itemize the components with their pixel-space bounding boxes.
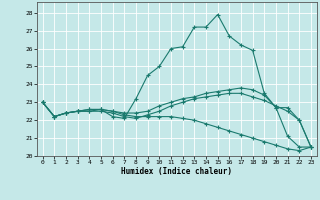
X-axis label: Humidex (Indice chaleur): Humidex (Indice chaleur) — [121, 167, 232, 176]
